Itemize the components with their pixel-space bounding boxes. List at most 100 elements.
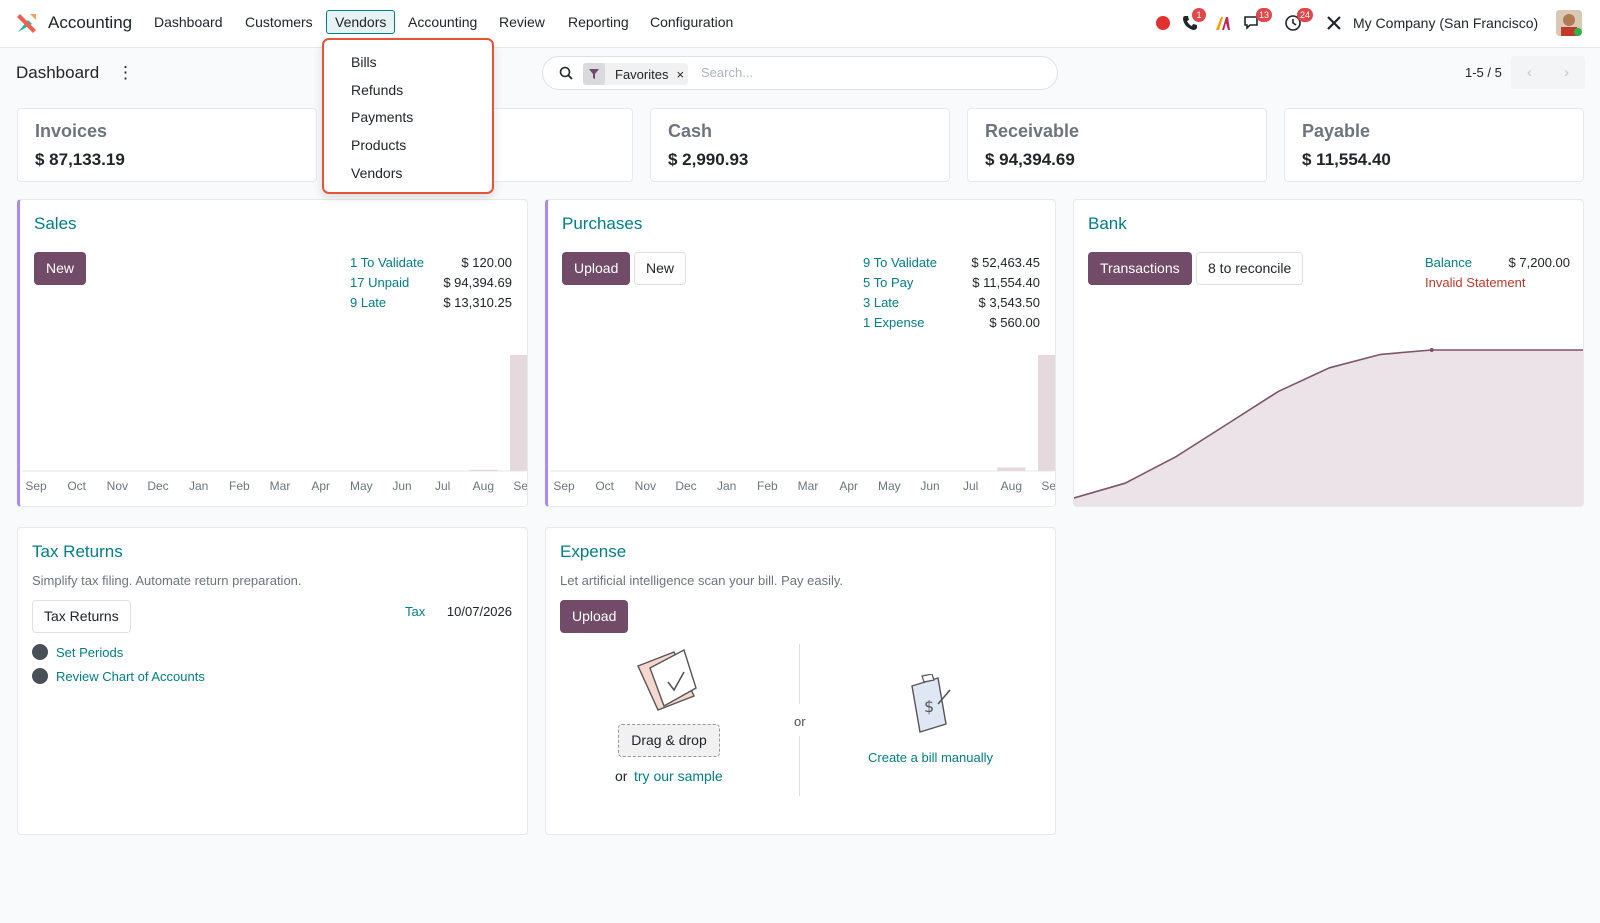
sales-stat-late[interactable]: 9 Late	[350, 295, 387, 310]
purchases-chart-tick-label: Feb	[757, 479, 778, 493]
sales-chart-tick-label: Nov	[107, 479, 128, 493]
sales-chart-tick-label: Feb	[229, 479, 250, 493]
sales-chart-tick-label: Apr	[311, 479, 330, 493]
bank-balance-value: $ 7,200.00	[1508, 255, 1570, 270]
accounting-app-icon[interactable]	[16, 12, 38, 34]
purchases-stat-expense[interactable]: 1 Expense	[863, 315, 925, 330]
expense-title[interactable]: Expense	[560, 542, 627, 561]
create-bill-manually-link[interactable]: Create a bill manually	[868, 750, 994, 765]
kpi-value: $ 87,133.19	[35, 150, 125, 169]
search-bar[interactable]: Favorites ×	[542, 56, 1058, 90]
purchases-chart-bar[interactable]	[1038, 355, 1056, 471]
sample-prefix: or	[615, 768, 628, 784]
menu-dashboard[interactable]: Dashboard	[154, 14, 223, 30]
purchases-chart-bar[interactable]	[997, 467, 1026, 471]
ai-icon[interactable]	[1214, 14, 1232, 32]
user-avatar[interactable]	[1556, 10, 1582, 36]
drag-drop-zone[interactable]: Drag & drop	[618, 724, 720, 757]
tax-returns-button[interactable]: Tax Returns	[32, 600, 131, 633]
messages-badge: 13	[1256, 8, 1273, 22]
purchases-stat-value: $ 11,554.40	[972, 275, 1040, 290]
debug-tools-icon[interactable]	[1325, 14, 1343, 32]
purchases-stat-to-pay[interactable]: 5 To Pay	[863, 275, 914, 290]
step-set-periods[interactable]: Set Periods	[56, 645, 124, 660]
expense-subtitle: Let artificial intelligence scan your bi…	[560, 573, 844, 588]
bank-invalid-statement[interactable]: Invalid Statement	[1425, 275, 1526, 290]
kpi-payable[interactable]: Payable $ 11,554.40	[1284, 108, 1584, 182]
facet-remove-icon[interactable]: ×	[676, 66, 685, 82]
search-icon[interactable]	[559, 66, 573, 80]
kpi-cash[interactable]: Cash $ 2,990.93	[650, 108, 950, 182]
dropdown-item-payments[interactable]: Payments	[351, 109, 414, 125]
sales-stat-to-validate[interactable]: 1 To Validate	[350, 255, 424, 270]
sales-chart-tick-label: May	[350, 479, 373, 493]
menu-vendors[interactable]: Vendors	[326, 10, 396, 34]
bank-reconcile-button[interactable]: 8 to reconcile	[1196, 252, 1304, 285]
svg-text:$: $	[924, 697, 934, 716]
pager-prev-button[interactable]: ‹	[1527, 64, 1532, 81]
sales-stat-value: $ 120.00	[461, 255, 512, 270]
bank-balance-line[interactable]	[1074, 349, 1584, 499]
purchases-panel: Purchases Upload New 9 To Validate $ 52,…	[545, 199, 1056, 507]
bank-balance-point[interactable]	[1429, 348, 1434, 352]
sales-chart-bar[interactable]	[510, 355, 528, 471]
sales-bar-chart[interactable]: Sep Oct Nov Dec Jan Feb Mar Apr May Jun Jul Aug Sep	[20, 350, 528, 505]
bank-transactions-button[interactable]: Transactions	[1088, 252, 1192, 285]
sales-title[interactable]: Sales	[34, 214, 77, 233]
sales-chart-tick-label: Dec	[147, 479, 168, 493]
bank-title[interactable]: Bank	[1088, 214, 1127, 233]
bank-balance-label[interactable]: Balance	[1425, 255, 1472, 270]
record-icon[interactable]	[1154, 14, 1172, 32]
activity-clock-icon[interactable]	[1284, 14, 1302, 32]
menu-configuration[interactable]: Configuration	[650, 14, 734, 30]
phone-icon[interactable]	[1181, 14, 1199, 32]
dropdown-item-bills[interactable]: Bills	[351, 54, 377, 70]
company-switcher[interactable]: My Company (San Francisco)	[1353, 15, 1539, 31]
purchases-stat-value: $ 3,543.50	[978, 295, 1040, 310]
purchases-title[interactable]: Purchases	[562, 214, 643, 233]
tax-title[interactable]: Tax Returns	[32, 542, 123, 561]
sales-new-button[interactable]: New	[34, 252, 87, 285]
purchases-upload-button[interactable]: Upload	[562, 252, 631, 285]
tax-label[interactable]: Tax	[405, 604, 426, 619]
bill-clipboard-icon: $	[911, 674, 951, 733]
kebab-menu-icon[interactable]: ⋮	[117, 63, 134, 82]
kpi-value: $ 94,394.69	[985, 150, 1075, 169]
activities-badge: 24	[1297, 8, 1314, 22]
menu-reporting[interactable]: Reporting	[568, 14, 629, 30]
kpi-label: Payable	[1302, 121, 1371, 141]
pager-buttons: ‹ ›	[1511, 56, 1585, 89]
try-sample-link[interactable]: try our sample	[634, 768, 723, 784]
purchases-new-button[interactable]: New	[634, 252, 687, 285]
purchases-stat-late[interactable]: 3 Late	[863, 295, 900, 310]
search-input[interactable]	[701, 65, 1041, 80]
purchases-chart-tick-label: Dec	[675, 479, 696, 493]
kpi-invoices[interactable]: Invoices $ 87,133.19	[17, 108, 317, 182]
sales-stat-value: $ 94,394.69	[443, 275, 512, 290]
sales-chart-tick-label: Sep	[25, 479, 47, 493]
kpi-value: $ 2,990.93	[668, 150, 749, 169]
purchases-bar-chart[interactable]: Sep Oct Nov Dec Jan Feb Mar Apr May Jun Jul Aug Sep	[548, 350, 1056, 505]
menu-review[interactable]: Review	[499, 14, 545, 30]
menu-accounting[interactable]: Accounting	[408, 14, 478, 30]
menu-customers[interactable]: Customers	[245, 14, 313, 30]
purchases-stat-to-validate[interactable]: 9 To Validate	[863, 255, 937, 270]
pager-next-button[interactable]: ›	[1564, 64, 1569, 81]
folder-check-icon	[637, 648, 697, 711]
pager-value[interactable]: 1-5 / 5	[1465, 65, 1502, 80]
purchases-chart-tick-label: Mar	[798, 479, 819, 493]
dropdown-item-vendors[interactable]: Vendors	[351, 165, 403, 181]
purchases-stat-value: $ 560.00	[989, 315, 1040, 330]
bank-balance-area-chart[interactable]	[1074, 330, 1584, 507]
tax-subtitle: Simplify tax filing. Automate return pre…	[32, 573, 302, 588]
step-review-chart-of-accounts[interactable]: Review Chart of Accounts	[56, 669, 205, 684]
user-avatar-image	[1556, 10, 1582, 36]
expense-upload-button[interactable]: Upload	[560, 600, 629, 633]
dropdown-item-refunds[interactable]: Refunds	[351, 82, 404, 98]
app-name[interactable]: Accounting	[48, 13, 133, 32]
sales-stat-unpaid[interactable]: 17 Unpaid	[350, 275, 410, 290]
kpi-receivable[interactable]: Receivable $ 94,394.69	[967, 108, 1267, 182]
sales-chart-bar[interactable]	[469, 469, 498, 471]
dropdown-item-products[interactable]: Products	[351, 137, 407, 153]
sales-chart-tick-label: Mar	[270, 479, 291, 493]
